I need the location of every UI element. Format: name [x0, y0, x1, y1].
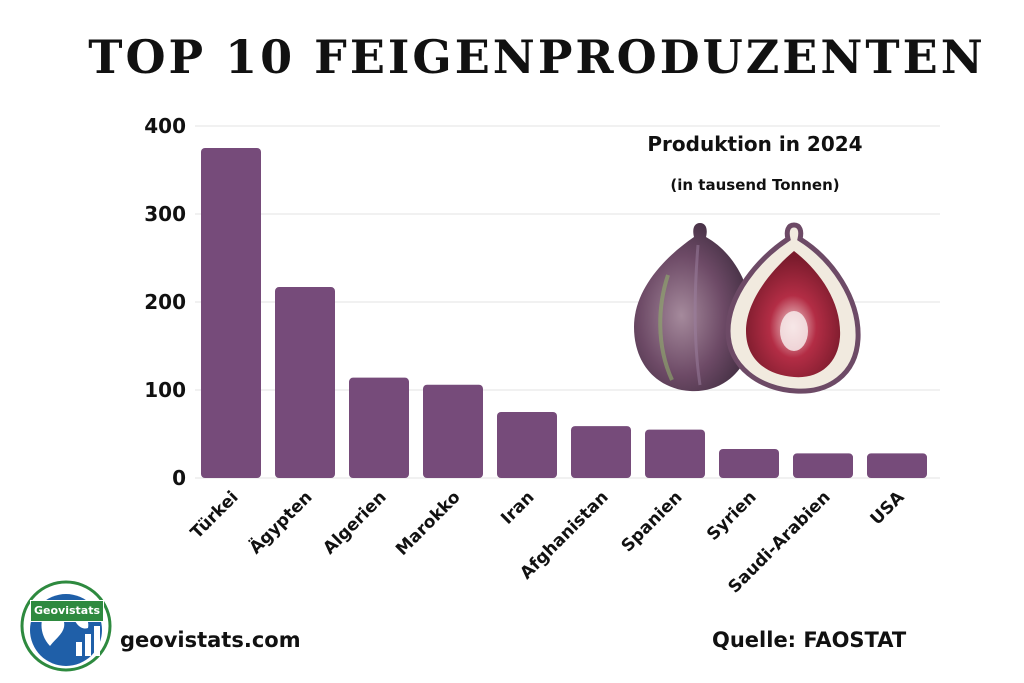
source-label: Quelle: FAOSTAT	[712, 628, 907, 652]
x-tick-label: Algerien	[319, 487, 390, 558]
bar-afghanistan	[571, 426, 631, 478]
bar-marokko	[423, 384, 483, 478]
y-tick-label: 100	[144, 378, 186, 402]
x-tick-label: Türkei	[187, 487, 243, 543]
chart-subtitle: Produktion in 2024	[647, 132, 863, 156]
bar-spanien	[645, 429, 705, 478]
bar-syrien	[719, 448, 779, 478]
bar-türkei	[201, 148, 261, 478]
site-url: geovistats.com	[120, 628, 301, 652]
bar-iran	[497, 412, 557, 478]
bar-usa	[867, 453, 927, 478]
bar-ägypten	[275, 287, 335, 478]
geovistats-logo	[20, 580, 112, 672]
x-tick-label: Iran	[497, 487, 538, 528]
logo-wordmark: Geovistats	[30, 600, 104, 622]
bar-saudi-arabien	[793, 453, 853, 478]
whole-fig-icon	[634, 223, 753, 392]
chart-title: TOP 10 FEIGENPRODUZENTEN	[88, 30, 986, 84]
x-tick-label: Ägypten	[244, 486, 316, 558]
y-tick-label: 0	[172, 466, 186, 490]
half-fig-icon	[725, 222, 861, 394]
x-tick-label: Spanien	[618, 487, 687, 556]
y-tick-label: 300	[144, 202, 186, 226]
x-tick-label: USA	[867, 487, 909, 529]
y-tick-label: 200	[144, 290, 186, 314]
x-tick-label: Marokko	[392, 487, 464, 559]
fig-illustration	[634, 222, 861, 394]
chart-unit-note: (in tausend Tonnen)	[670, 176, 840, 194]
x-tick-label: Syrien	[703, 487, 760, 544]
y-tick-label: 400	[144, 114, 186, 138]
bar-algerien	[349, 377, 409, 478]
